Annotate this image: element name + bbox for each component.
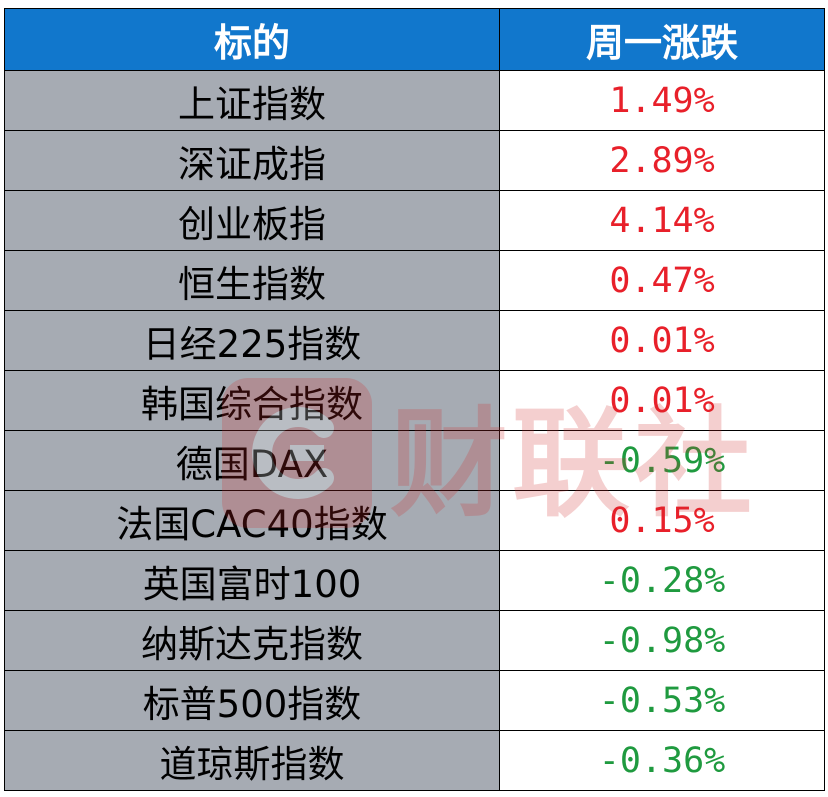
index-change: -0.36% [499,730,825,791]
table-row: 德国DAX -0.59% [4,430,825,491]
table-row: 韩国综合指数 0.01% [4,370,825,431]
index-change: 4.14% [499,190,825,251]
index-name: 韩国综合指数 [4,370,500,431]
table-row: 纳斯达克指数 -0.98% [4,610,825,671]
table-row: 法国CAC40指数 0.15% [4,490,825,551]
index-change: 0.01% [499,370,825,431]
header-name: 标的 [4,8,500,71]
index-name: 德国DAX [4,430,500,491]
index-change: 1.49% [499,70,825,131]
table-row: 恒生指数 0.47% [4,250,825,311]
index-name: 纳斯达克指数 [4,610,500,671]
table-row: 英国富时100 -0.28% [4,550,825,611]
index-change: -0.28% [499,550,825,611]
index-change: -0.53% [499,670,825,731]
table-row: 道琼斯指数 -0.36% [4,730,825,791]
index-name: 法国CAC40指数 [4,490,500,551]
header-row: 标的 周一涨跌 [4,8,825,71]
header-change: 周一涨跌 [499,8,825,71]
index-change: -0.98% [499,610,825,671]
table-row: 标普500指数 -0.53% [4,670,825,731]
index-name: 深证成指 [4,130,500,191]
index-change: 0.01% [499,310,825,371]
index-change: 0.47% [499,250,825,311]
index-name: 道琼斯指数 [4,730,500,791]
table-row: 日经225指数 0.01% [4,310,825,371]
table-row: 上证指数 1.49% [4,70,825,131]
index-name: 上证指数 [4,70,500,131]
index-change: -0.59% [499,430,825,491]
index-name: 日经225指数 [4,310,500,371]
index-name: 英国富时100 [4,550,500,611]
table-row: 深证成指 2.89% [4,130,825,191]
index-change: 0.15% [499,490,825,551]
table-row: 创业板指 4.14% [4,190,825,251]
index-change: 2.89% [499,130,825,191]
market-change-table: 标的 周一涨跌 上证指数 1.49% 深证成指 2.89% 创业板指 4.14%… [4,8,825,791]
index-name: 标普500指数 [4,670,500,731]
index-name: 创业板指 [4,190,500,251]
index-name: 恒生指数 [4,250,500,311]
